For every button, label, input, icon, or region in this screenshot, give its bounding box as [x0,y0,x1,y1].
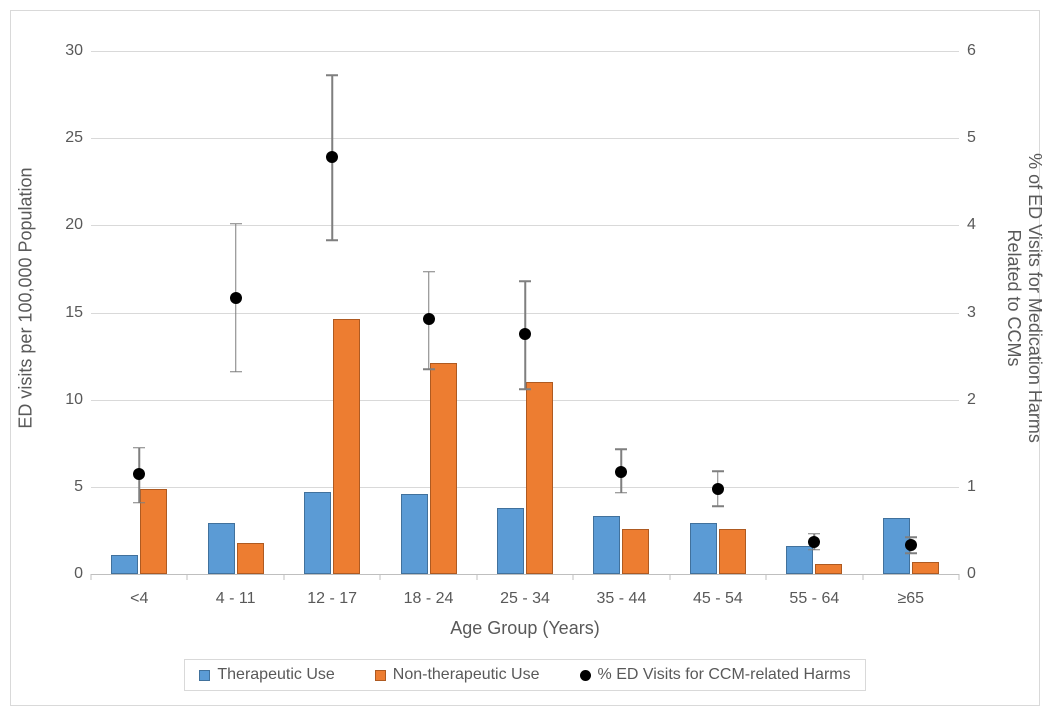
x-tick [766,574,767,580]
y-left-label-wrap: ED visits per 100,000 Population [11,11,41,584]
x-tick [669,574,670,580]
x-category-label: 35 - 44 [597,590,647,608]
x-tick [283,574,284,580]
legend-label: % ED Visits for CCM-related Harms [598,666,851,684]
x-category-label: 55 - 64 [789,590,839,608]
x-axis-title: Age Group (Years) [11,614,1039,649]
x-tick [862,574,863,580]
y-left-tick-label: 20 [65,216,83,234]
plot-area [91,51,959,574]
plot-row: ED visits per 100,000 Population 0510152… [11,11,1039,584]
x-category-label: 45 - 54 [693,590,743,608]
y-left-tick-label: 25 [65,129,83,147]
legend-label: Non-therapeutic Use [393,666,540,684]
y-left-tick-label: 0 [74,565,83,583]
grid-line [91,574,959,575]
y-right-tick-label: 2 [967,391,976,409]
y-right-tick-label: 1 [967,478,976,496]
y-left-tick-label: 15 [65,304,83,322]
x-tick [380,574,381,580]
y-right-tick-label: 3 [967,304,976,322]
y-right-label-wrap: % of ED Visits for Medication HarmsRelat… [1009,11,1039,584]
y-right-tick-label: 5 [967,129,976,147]
legend-dot [580,670,591,681]
x-category-label: 18 - 24 [404,590,454,608]
y-right-tick-label: 0 [967,565,976,583]
y-left-tick-label: 30 [65,42,83,60]
x-category-label: 12 - 17 [307,590,357,608]
x-category-label: 25 - 34 [500,590,550,608]
legend-label: Therapeutic Use [217,666,334,684]
y-right-axis-label: % of ED Visits for Medication HarmsRelat… [1003,153,1045,443]
legend-item: % ED Visits for CCM-related Harms [580,666,851,684]
x-tick [573,574,574,580]
legend-swatch [199,670,210,681]
x-category-label: ≥65 [897,590,924,608]
x-category-label: 4 - 11 [216,590,256,608]
legend-swatch [375,670,386,681]
legend: Therapeutic Use Non-therapeutic Use % ED V… [11,649,1039,705]
legend-item: Therapeutic Use [199,666,334,684]
legend-item: Non-therapeutic Use [375,666,540,684]
x-tick [91,574,92,580]
x-category-label: <4 [130,590,148,608]
x-labels: <4 4 - 11 12 - 17 18 - 24 25 - 34 35 - 44 45 -… [91,584,959,614]
chart-frame: ED visits per 100,000 Population 0510152… [10,10,1040,706]
x-labels-row: <4 4 - 11 12 - 17 18 - 24 25 - 34 35 - 44 45 -… [11,584,1039,614]
x-tick [476,574,477,580]
y-left-tick-label: 5 [74,478,83,496]
y-left-axis-label: ED visits per 100,000 Population [16,167,37,428]
y-left-tick-label: 10 [65,391,83,409]
y-right-tick-label: 4 [967,216,976,234]
x-tick [187,574,188,580]
x-tick-marks [91,51,959,574]
y-right-tick-label: 6 [967,42,976,60]
y-right-ticks: 0 1 2 3 4 5 6 [959,11,1009,584]
legend-group: Therapeutic Use Non-therapeutic Use % ED V… [184,659,865,691]
y-left-ticks: 0 5 10 15 20 25 30 [41,11,91,584]
chart-container: ED visits per 100,000 Population 0510152… [0,0,1050,716]
